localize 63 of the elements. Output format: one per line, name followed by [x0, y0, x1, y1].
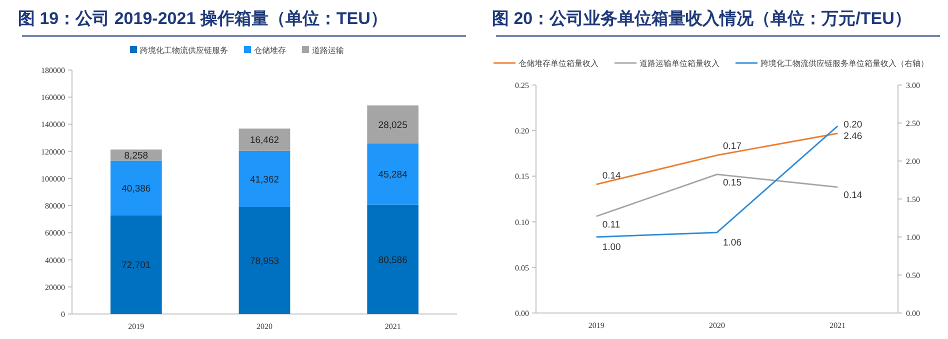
y-tick-label: 0.05	[515, 263, 529, 272]
chart-title: 图 19：公司 2019-2021 操作箱量（单位：TEU）	[18, 9, 388, 28]
y-tick-label: 140000	[41, 120, 65, 130]
y-tick-label: 180000	[41, 66, 65, 75]
y-tick-label: 0.20	[515, 126, 529, 136]
y2-tick-label: 2.00	[906, 157, 920, 166]
y2-tick-label: 2.50	[906, 119, 920, 128]
y-tick-label: 120000	[41, 147, 65, 156]
data-label: 28,025	[378, 120, 408, 131]
bar	[238, 206, 290, 314]
bar	[238, 128, 290, 151]
bar	[367, 204, 418, 314]
data-label: 0.17	[723, 141, 742, 152]
bar	[110, 215, 162, 314]
y2-tick-label: 0.00	[906, 309, 920, 318]
y-tick-label: 80000	[45, 202, 65, 211]
y2-tick-label: 1.50	[906, 195, 920, 204]
y2-tick-label: 1.00	[906, 233, 920, 242]
y-tick-label: 20000	[45, 282, 65, 292]
data-label: 2.46	[844, 131, 862, 142]
x-tick-label: 2021	[384, 322, 401, 331]
legend-label: 道路运输	[312, 46, 344, 55]
data-label: 0.20	[844, 119, 862, 130]
x-tick-label: 2020	[709, 321, 725, 330]
x-tick-label: 2020	[256, 322, 272, 331]
chart-title: 图 20：公司业务单位箱量收入情况（单位：万元/TEU）	[492, 9, 912, 28]
y-tick-label: 0.15	[515, 172, 529, 182]
data-label: 1.00	[602, 242, 621, 253]
data-label: 1.06	[723, 237, 742, 248]
y2-tick-label: 3.00	[906, 81, 920, 90]
y-tick-label: 0	[61, 310, 65, 319]
bar	[238, 150, 290, 207]
y-tick-label: 60000	[45, 228, 65, 238]
legend-label: 跨境化工物流供应链服务单位箱量收入（右轴）	[760, 59, 928, 68]
y-tick-label: 0.10	[515, 218, 529, 227]
data-label: 0.14	[844, 190, 862, 202]
y-tick-label: 100000	[41, 174, 65, 184]
legend-label: 仓储堆存单位箱量收入	[518, 59, 598, 68]
y-tick-label: 160000	[41, 93, 65, 102]
y-tick-label: 0.25	[515, 81, 529, 90]
data-label: 41,362	[250, 174, 280, 186]
x-tick-label: 2019	[588, 321, 604, 330]
legend-label: 跨境化工物流供应链服务	[140, 46, 228, 55]
data-label: 8,258	[124, 150, 148, 162]
x-tick-label: 2021	[830, 321, 846, 330]
data-label: 0.15	[723, 177, 742, 188]
data-label: 16,462	[250, 135, 280, 146]
legend-label: 道路运输单位箱量收入	[640, 59, 720, 68]
data-label: 40,386	[122, 184, 151, 195]
data-label: 78,953	[250, 256, 280, 267]
y2-tick-label: 0.50	[906, 271, 920, 280]
bar	[110, 160, 162, 216]
legend-label: 仓储堆存	[254, 46, 286, 55]
y-tick-label: 0.00	[515, 309, 529, 318]
data-label: 80,586	[378, 254, 408, 266]
y-tick-label: 40000	[45, 256, 65, 265]
x-tick-label: 2019	[128, 322, 144, 331]
data-label: 72,701	[122, 260, 151, 272]
data-label: 45,284	[378, 170, 408, 181]
bar	[367, 143, 418, 205]
data-label: 0.14	[602, 170, 621, 182]
bar	[367, 105, 418, 144]
data-label: 0.11	[602, 219, 620, 230]
